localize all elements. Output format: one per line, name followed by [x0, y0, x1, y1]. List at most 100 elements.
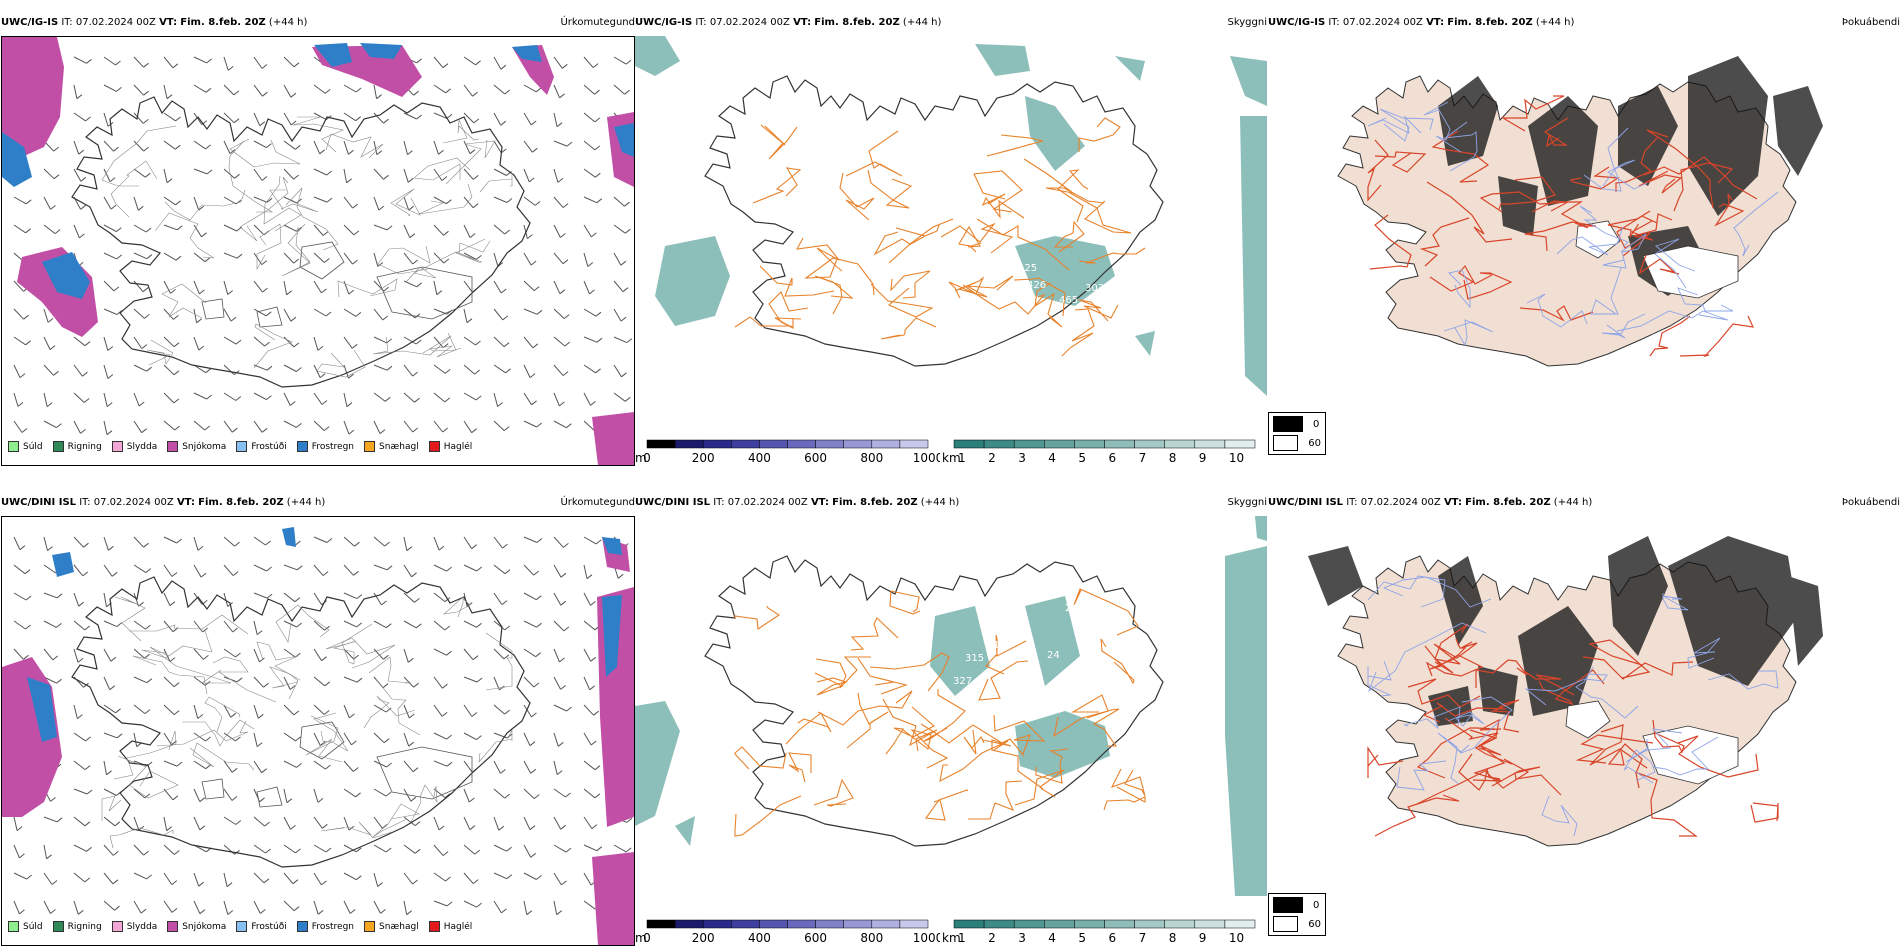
- wind-barb: [193, 564, 202, 578]
- wind-barb-flag: [445, 876, 451, 882]
- wind-barb-flag: [166, 826, 173, 832]
- wind-barb-flag: [412, 767, 419, 773]
- freezing-area: [602, 595, 622, 677]
- wind-barb-flag: [446, 761, 453, 767]
- wind-barb-flag: [197, 714, 204, 719]
- wind-barb: [553, 364, 564, 376]
- wind-barb-flag: [166, 94, 173, 100]
- visibility-colorbar-row2: km 1 2 3 4 5 6 7 8 9 10: [942, 918, 1267, 948]
- wind-barb: [433, 364, 446, 374]
- road: [817, 690, 913, 726]
- legend-item-sud: Súld: [8, 921, 43, 932]
- road: [795, 237, 843, 272]
- colorbar-bin: [1194, 439, 1226, 449]
- precip-map: [2, 527, 634, 945]
- wind-barb: [313, 336, 319, 351]
- colorbar-bin: [953, 439, 985, 449]
- wind-barb-flag: [227, 290, 234, 295]
- wind-barb: [463, 168, 474, 180]
- wind-barb: [223, 252, 238, 259]
- wind-barb-flag: [76, 94, 83, 100]
- wind-barb: [253, 168, 263, 181]
- road: [968, 780, 1023, 820]
- colorbar-tick: 2: [988, 451, 996, 465]
- wind-barb-flag: [355, 792, 361, 798]
- wind-barb: [163, 392, 175, 404]
- wind-barb-flag: [233, 118, 240, 124]
- wind-barb-flag: [476, 255, 482, 260]
- wind-barb: [223, 84, 235, 96]
- wind-barb-flag: [378, 205, 385, 211]
- wind-barb: [553, 900, 558, 915]
- wind-barb-flag: [528, 177, 535, 183]
- road: [1531, 200, 1589, 229]
- wind-barb: [283, 620, 297, 628]
- colorbar-tick: 0: [643, 931, 651, 945]
- wind-barbs: [13, 536, 633, 916]
- wind-barb: [463, 564, 477, 572]
- wind-barb-flag: [108, 545, 114, 551]
- wind-barb-flag: [169, 657, 176, 662]
- colorbar-bin: [731, 439, 760, 449]
- wind-barb: [583, 252, 589, 267]
- wind-barb: [223, 844, 235, 855]
- road: [305, 715, 343, 763]
- wind-barb: [253, 648, 260, 663]
- wind-barb: [253, 56, 263, 69]
- wind-barb-flag: [475, 60, 481, 66]
- wind-barb-flag: [505, 368, 511, 374]
- road: [869, 652, 950, 692]
- wind-barb-flag: [86, 846, 92, 852]
- wind-barb: [463, 844, 476, 855]
- wind-barb-flag: [319, 149, 326, 155]
- wind-barb-flag: [80, 429, 86, 434]
- wind-barb-flag: [407, 150, 413, 155]
- wind-barb: [523, 872, 537, 880]
- wind-barb-flag: [503, 342, 510, 348]
- wind-barb-flag: [442, 427, 449, 433]
- wind-barb: [103, 168, 111, 182]
- wind-barb-flag: [594, 117, 601, 123]
- wind-barb-flag: [173, 682, 180, 688]
- wind-barb-flag: [116, 310, 123, 315]
- wind-barb-flag: [143, 850, 149, 856]
- wind-barb: [73, 816, 86, 827]
- wind-barb: [523, 704, 532, 718]
- wind-barb: [313, 112, 327, 121]
- wind-barb: [43, 364, 54, 376]
- wind-barb-flag: [442, 63, 449, 69]
- wind-barb: [313, 224, 324, 236]
- wind-barb-flag: [295, 848, 301, 854]
- wind-barb-flag: [353, 570, 359, 576]
- wind-barb: [583, 392, 591, 406]
- wind-barb-flag: [296, 198, 303, 204]
- road: [1541, 795, 1578, 837]
- wind-barb-flag: [441, 712, 448, 717]
- wind-barb-flag: [173, 342, 180, 348]
- wind-barb: [133, 704, 146, 714]
- wind-barb-flag: [527, 234, 533, 239]
- wind-barb-flag: [561, 63, 568, 69]
- road: [413, 157, 471, 181]
- road: [292, 116, 344, 153]
- legend-swatch: [8, 921, 19, 932]
- wind-barb-flag: [114, 821, 121, 827]
- wind-barb: [583, 84, 595, 95]
- wind-barb-flag: [226, 882, 233, 888]
- wind-barb-flag: [355, 87, 362, 93]
- colorbar-bin: [759, 919, 788, 929]
- wind-barb-flag: [230, 712, 237, 718]
- road: [1448, 696, 1513, 754]
- wind-barb: [433, 56, 444, 69]
- road: [101, 795, 122, 821]
- wind-barb-flag: [325, 311, 332, 317]
- precip-legend: Súld Rigning Slydda Snjókoma Frostúði Fr…: [8, 921, 472, 932]
- road: [1707, 670, 1779, 690]
- road: [1447, 711, 1485, 727]
- road: [814, 275, 854, 315]
- wind-barb-flag: [346, 178, 352, 184]
- road: [1423, 101, 1462, 153]
- legend-swatch: [236, 441, 248, 452]
- wind-barb-flag: [355, 847, 362, 853]
- wind-barb-flag: [533, 682, 540, 688]
